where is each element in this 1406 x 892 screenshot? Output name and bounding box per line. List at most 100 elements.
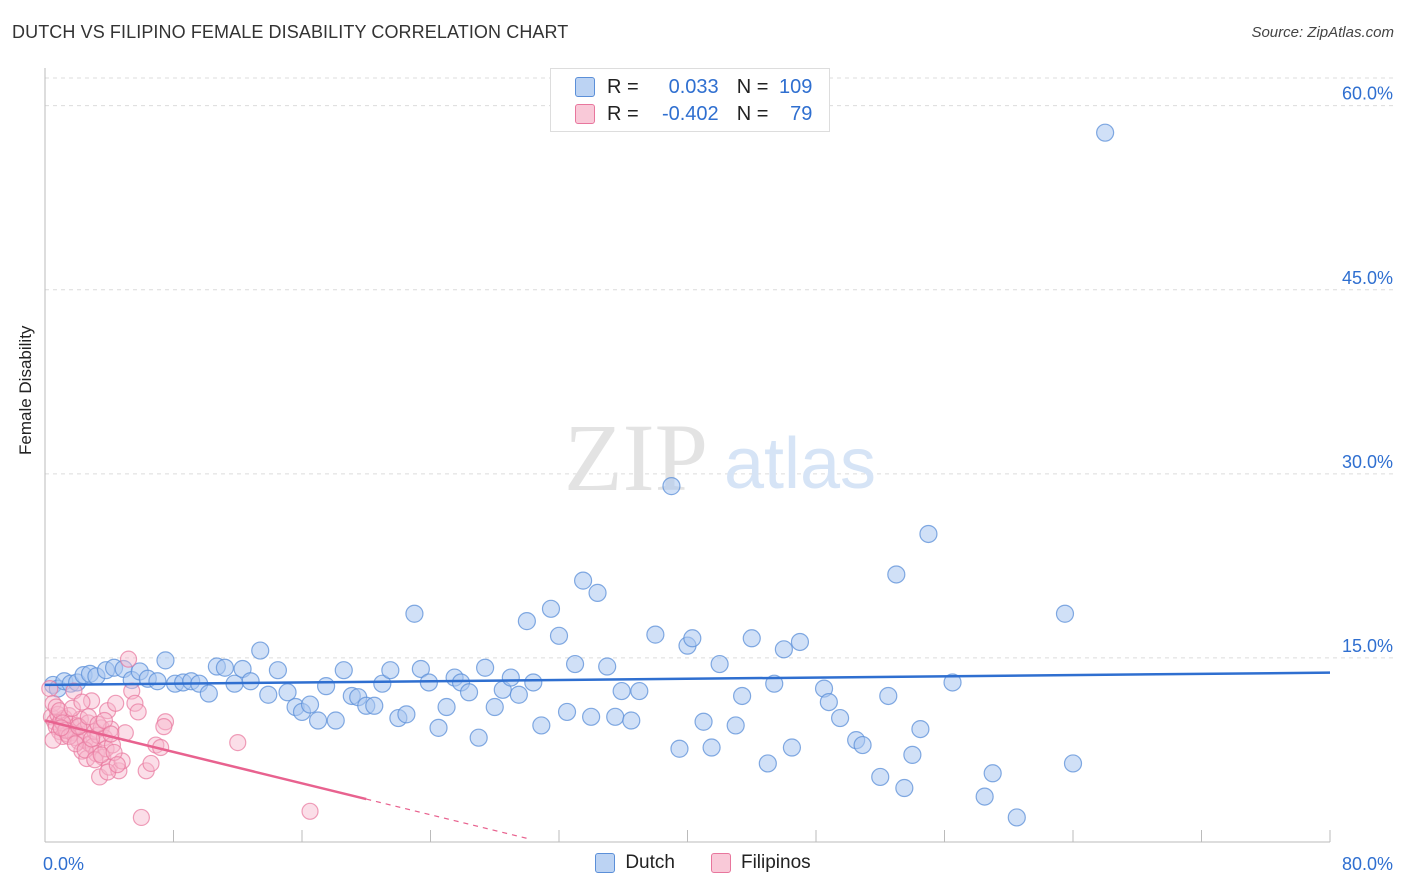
data-point-filipinos (92, 746, 110, 764)
trend-lines (44, 671, 1331, 839)
data-point-dutch (1007, 808, 1026, 827)
trend-line-dutch (44, 671, 1331, 687)
data-point-dutch (887, 565, 906, 584)
data-point-dutch (819, 692, 838, 712)
data-point-dutch (476, 658, 495, 677)
data-point-dutch (437, 697, 456, 717)
legend-swatch-dutch (595, 853, 616, 873)
data-point-dutch (622, 711, 641, 730)
legend-r-value: -0.402 (661, 102, 719, 125)
correlation-legend: R = 0.033 N = 109 R = -0.402 N = 79 (550, 68, 830, 132)
data-point-dutch (895, 778, 914, 798)
chart-title: DUTCH VS FILIPINO FEMALE DISABILITY CORR… (12, 22, 569, 42)
y-tick-label: 45.0% (1342, 268, 1393, 288)
data-point-dutch (532, 716, 551, 735)
data-point-filipinos (41, 679, 59, 698)
data-point-dutch (765, 674, 784, 693)
data-point-dutch (983, 764, 1002, 783)
source-credit: Source: ZipAtlas.com (1251, 24, 1394, 41)
data-point-dutch (524, 673, 543, 692)
data-point-filipinos (119, 650, 138, 668)
data-point-dutch (300, 695, 320, 714)
data-point-dutch (469, 728, 488, 747)
data-point-dutch (156, 651, 175, 670)
data-point-dutch (774, 640, 793, 659)
data-point-dutch (549, 626, 569, 645)
data-point-dutch (501, 668, 520, 687)
data-point-dutch (598, 657, 617, 676)
data-point-filipinos (107, 694, 125, 712)
data-point-dutch (326, 711, 345, 730)
data-point-dutch (397, 705, 416, 724)
series-legend: Dutch Filipinos (0, 852, 1406, 874)
legend-label-filipinos: Filipinos (740, 852, 811, 873)
legend-swatch-filipinos (710, 853, 731, 873)
data-point-filipinos (108, 756, 126, 774)
data-point-dutch (830, 708, 850, 728)
data-point-dutch (251, 641, 270, 660)
data-point-dutch (541, 599, 561, 618)
data-point-dutch (606, 707, 625, 726)
data-point-dutch (268, 661, 288, 680)
data-point-filipinos (73, 693, 91, 711)
data-point-filipinos (155, 718, 173, 736)
legend-r-value: 0.033 (668, 75, 719, 98)
axes (44, 68, 1331, 843)
data-point-dutch (459, 683, 479, 702)
data-point-dutch (373, 674, 392, 693)
data-point-dutch (758, 754, 777, 773)
data-point-dutch (646, 625, 665, 644)
data-point-dutch (1063, 754, 1083, 773)
legend-item-dutch[interactable]: Dutch (595, 852, 675, 874)
watermark-zip: ZIP (564, 404, 708, 511)
trend-line-filipinos-extension (366, 798, 528, 839)
data-point-dutch (710, 654, 729, 674)
data-point-dutch (694, 712, 713, 731)
data-point-dutch (557, 702, 577, 722)
trend-line-filipinos (44, 719, 367, 801)
data-point-filipinos (142, 754, 160, 773)
data-point-dutch (1096, 123, 1115, 142)
legend-label-dutch: Dutch (625, 852, 675, 873)
tick-labels: 15.0% 30.0% 45.0% 60.0% 0.0% 80.0% (43, 84, 1393, 874)
watermark-atlas: atlas (724, 424, 876, 504)
data-point-dutch (742, 629, 761, 648)
legend-item-filipinos[interactable]: Filipinos (710, 852, 811, 874)
data-point-filipinos (132, 808, 150, 827)
data-point-dutch (582, 707, 601, 726)
data-point-dutch (683, 629, 702, 648)
y-tick-label: 15.0% (1342, 636, 1393, 656)
data-point-dutch (365, 696, 384, 715)
data-point-filipinos (229, 733, 247, 752)
data-point-dutch (726, 716, 745, 735)
data-point-dutch (662, 477, 681, 496)
data-point-dutch (782, 738, 802, 757)
legend-r-label: R = (607, 102, 639, 125)
y-tick-label: 30.0% (1342, 452, 1393, 472)
data-point-dutch (517, 612, 536, 631)
data-point-dutch (405, 604, 424, 623)
data-point-dutch (485, 697, 504, 717)
data-point-dutch (199, 684, 218, 703)
data-point-dutch (148, 672, 167, 691)
data-point-dutch (919, 524, 938, 544)
data-point-dutch (975, 787, 994, 806)
data-point-dutch (879, 686, 898, 706)
data-point-filipinos (129, 703, 147, 721)
legend-row-filipinos: R = -0.402 N = 79 (575, 102, 812, 126)
data-point-dutch (215, 658, 234, 677)
data-point-filipinos (66, 735, 85, 753)
legend-n-value: 109 (779, 75, 813, 98)
data-point-dutch (259, 685, 278, 704)
data-point-dutch (429, 718, 448, 737)
data-point-dutch (241, 672, 260, 691)
data-point-dutch (381, 661, 400, 680)
data-point-dutch (911, 719, 930, 739)
data-point-dutch (411, 659, 430, 679)
legend-n-label: N = (736, 102, 769, 125)
data-point-dutch (871, 767, 890, 787)
data-point-dutch (903, 745, 922, 764)
data-point-dutch (1055, 604, 1075, 623)
data-point-dutch (334, 661, 353, 680)
